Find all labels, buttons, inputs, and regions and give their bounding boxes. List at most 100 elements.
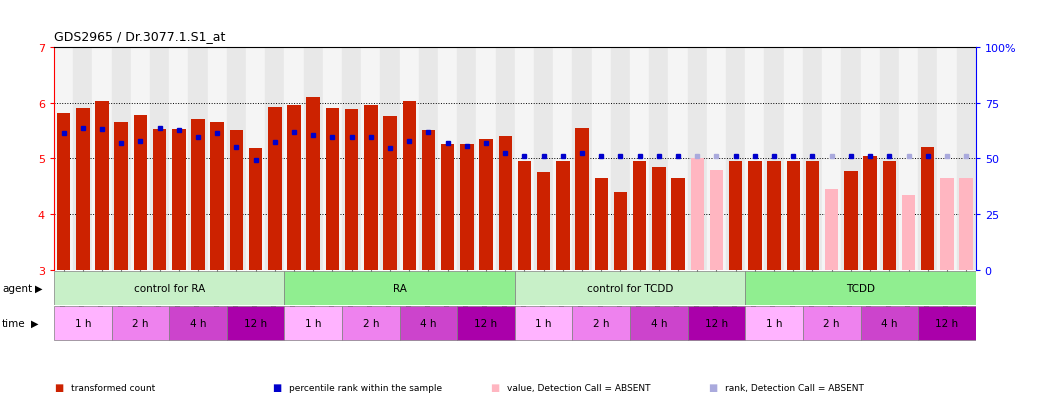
Text: 4 h: 4 h bbox=[651, 318, 667, 328]
Bar bbox=[226, 306, 284, 340]
Text: 12 h: 12 h bbox=[244, 318, 267, 328]
Bar bbox=[882, 162, 896, 271]
Bar bbox=[595, 178, 608, 271]
Bar bbox=[787, 162, 800, 271]
Bar bbox=[864, 156, 877, 271]
Text: ■: ■ bbox=[54, 382, 63, 392]
Text: 4 h: 4 h bbox=[881, 318, 898, 328]
Text: 2 h: 2 h bbox=[823, 318, 840, 328]
Bar bbox=[306, 98, 320, 271]
Bar bbox=[284, 271, 515, 305]
Text: 2 h: 2 h bbox=[362, 318, 379, 328]
Text: transformed count: transformed count bbox=[71, 383, 155, 392]
Bar bbox=[172, 130, 186, 271]
Bar bbox=[95, 102, 109, 271]
Bar bbox=[112, 306, 169, 340]
Bar bbox=[169, 47, 188, 271]
Bar bbox=[476, 47, 495, 271]
Bar bbox=[211, 123, 224, 271]
Bar bbox=[265, 47, 284, 271]
Bar bbox=[131, 47, 149, 271]
Bar bbox=[822, 47, 841, 271]
Bar bbox=[841, 47, 861, 271]
Text: TCDD: TCDD bbox=[846, 283, 875, 293]
Bar bbox=[208, 47, 226, 271]
Text: 4 h: 4 h bbox=[190, 318, 207, 328]
Text: ■: ■ bbox=[708, 382, 717, 392]
Bar bbox=[383, 117, 397, 271]
Bar bbox=[345, 110, 358, 271]
Bar bbox=[672, 178, 685, 271]
Bar bbox=[342, 306, 400, 340]
Bar bbox=[534, 47, 553, 271]
Bar bbox=[745, 306, 802, 340]
Text: 12 h: 12 h bbox=[705, 318, 728, 328]
Bar bbox=[556, 162, 570, 271]
Bar bbox=[707, 47, 726, 271]
Bar bbox=[249, 149, 263, 271]
Bar bbox=[515, 306, 573, 340]
Bar bbox=[54, 47, 73, 271]
Bar bbox=[457, 306, 515, 340]
Bar bbox=[76, 109, 89, 271]
Bar bbox=[649, 47, 668, 271]
Bar bbox=[403, 102, 416, 271]
Bar bbox=[784, 47, 802, 271]
Text: ■: ■ bbox=[272, 382, 281, 392]
Text: 2 h: 2 h bbox=[593, 318, 609, 328]
Bar bbox=[480, 140, 493, 271]
Bar bbox=[153, 130, 166, 271]
Text: percentile rank within the sample: percentile rank within the sample bbox=[289, 383, 442, 392]
Bar bbox=[767, 162, 781, 271]
Bar bbox=[633, 162, 647, 271]
Bar bbox=[537, 173, 550, 271]
Bar bbox=[303, 47, 323, 271]
Bar bbox=[73, 47, 92, 271]
Bar bbox=[229, 131, 243, 271]
Bar bbox=[918, 47, 937, 271]
Bar bbox=[690, 159, 704, 271]
Bar bbox=[361, 47, 380, 271]
Text: 1 h: 1 h bbox=[305, 318, 322, 328]
Text: GDS2965 / Dr.3077.1.S1_at: GDS2965 / Dr.3077.1.S1_at bbox=[54, 31, 225, 43]
Bar bbox=[246, 47, 265, 271]
Bar bbox=[630, 306, 687, 340]
Bar bbox=[710, 170, 723, 271]
Bar bbox=[879, 47, 899, 271]
Bar bbox=[226, 47, 246, 271]
Bar bbox=[400, 306, 457, 340]
Bar bbox=[805, 162, 819, 271]
Bar bbox=[572, 47, 592, 271]
Bar bbox=[610, 47, 630, 271]
Bar bbox=[515, 47, 534, 271]
Bar bbox=[575, 128, 589, 271]
Bar bbox=[745, 47, 764, 271]
Bar bbox=[572, 306, 630, 340]
Bar bbox=[342, 47, 361, 271]
Bar bbox=[937, 47, 956, 271]
Bar bbox=[726, 47, 745, 271]
Bar bbox=[899, 47, 918, 271]
Bar bbox=[400, 47, 418, 271]
Bar bbox=[380, 47, 400, 271]
Bar bbox=[284, 47, 303, 271]
Text: time: time bbox=[2, 318, 26, 328]
Text: value, Detection Call = ABSENT: value, Detection Call = ABSENT bbox=[507, 383, 650, 392]
Bar bbox=[438, 47, 457, 271]
Bar bbox=[134, 116, 147, 271]
Bar bbox=[518, 162, 531, 271]
Text: 1 h: 1 h bbox=[766, 318, 783, 328]
Text: 12 h: 12 h bbox=[935, 318, 958, 328]
Bar bbox=[902, 195, 916, 271]
Bar bbox=[457, 47, 476, 271]
Bar bbox=[844, 171, 857, 271]
Bar bbox=[748, 162, 762, 271]
Bar bbox=[668, 47, 687, 271]
Bar bbox=[92, 47, 111, 271]
Bar bbox=[326, 109, 339, 271]
Bar bbox=[364, 106, 378, 271]
Bar bbox=[687, 306, 745, 340]
Bar bbox=[592, 47, 610, 271]
Text: ▶: ▶ bbox=[31, 318, 38, 328]
Text: RA: RA bbox=[392, 283, 407, 293]
